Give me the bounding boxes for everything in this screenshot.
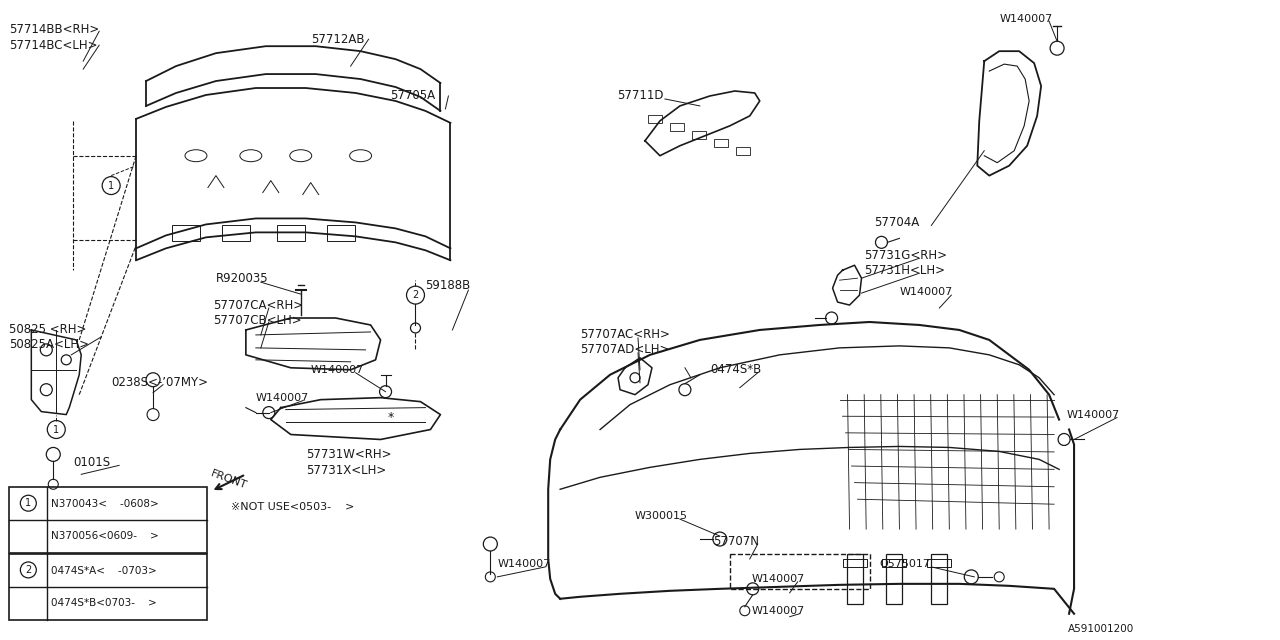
Text: ※NOT USE<0503-    >: ※NOT USE<0503- > — [230, 502, 355, 512]
Text: 57731H<LH>: 57731H<LH> — [864, 264, 946, 276]
Text: W140007: W140007 — [751, 574, 805, 584]
Text: 0101S: 0101S — [73, 456, 110, 469]
Text: 57707AD<LH>: 57707AD<LH> — [580, 344, 669, 356]
Text: 57705A: 57705A — [390, 90, 435, 102]
Text: 57704A: 57704A — [874, 216, 920, 229]
Bar — [221, 225, 250, 241]
Bar — [9, 487, 207, 553]
Text: 57731G<RH>: 57731G<RH> — [864, 249, 947, 262]
Bar — [928, 559, 951, 567]
Text: 1: 1 — [54, 424, 59, 435]
Text: 57707CB<LH>: 57707CB<LH> — [212, 314, 302, 326]
Bar — [276, 225, 305, 241]
Text: 2: 2 — [26, 565, 32, 575]
Bar — [846, 554, 863, 604]
Text: 2: 2 — [412, 290, 419, 300]
Bar — [172, 225, 200, 241]
Bar — [714, 139, 728, 147]
Bar — [326, 225, 355, 241]
Text: 50825A<LH>: 50825A<LH> — [9, 339, 90, 351]
Text: 59188B: 59188B — [425, 278, 471, 292]
Text: 57707AC<RH>: 57707AC<RH> — [580, 328, 669, 341]
Bar — [669, 123, 684, 131]
Text: A591001200: A591001200 — [1068, 623, 1134, 634]
Text: 57714BC<LH>: 57714BC<LH> — [9, 38, 97, 52]
Text: 57731X<LH>: 57731X<LH> — [306, 464, 387, 477]
Bar — [9, 554, 207, 620]
Text: 0474S*A<    -0703>: 0474S*A< -0703> — [51, 566, 157, 576]
Text: W140007: W140007 — [1000, 14, 1052, 24]
Text: Q575017: Q575017 — [879, 559, 931, 569]
Bar — [882, 559, 906, 567]
Bar — [932, 554, 947, 604]
Bar — [842, 559, 867, 567]
Text: 1: 1 — [108, 180, 114, 191]
Text: N370056<0609-    >: N370056<0609- > — [51, 531, 159, 541]
Text: 1: 1 — [26, 498, 32, 508]
Text: 57707CA<RH>: 57707CA<RH> — [212, 299, 303, 312]
Bar — [887, 554, 902, 604]
Bar — [692, 131, 705, 139]
Text: 57712AB: 57712AB — [311, 33, 365, 45]
Text: 0474S*B: 0474S*B — [710, 364, 762, 376]
Text: W140007: W140007 — [900, 287, 952, 297]
Text: W140007: W140007 — [498, 559, 550, 569]
Text: FRONT: FRONT — [210, 468, 248, 490]
Text: W140007: W140007 — [256, 393, 308, 403]
Text: 57711D: 57711D — [617, 90, 663, 102]
Text: W300015: W300015 — [635, 511, 689, 521]
Text: 57714BB<RH>: 57714BB<RH> — [9, 23, 100, 36]
Text: 57731W<RH>: 57731W<RH> — [306, 448, 392, 461]
Text: N370043<    -0608>: N370043< -0608> — [51, 499, 159, 509]
Text: W140007: W140007 — [751, 605, 805, 616]
Text: 57707N: 57707N — [713, 534, 759, 548]
Bar — [736, 147, 750, 155]
Text: W140007: W140007 — [1068, 410, 1120, 420]
Text: *: * — [388, 411, 394, 424]
Text: 50825 <RH>: 50825 <RH> — [9, 323, 87, 337]
Text: R920035: R920035 — [216, 272, 269, 285]
Bar — [648, 115, 662, 123]
Text: 0238S<-’07MY>: 0238S<-’07MY> — [111, 376, 209, 389]
Text: W140007: W140007 — [311, 365, 364, 375]
Text: 0474S*B<0703-    >: 0474S*B<0703- > — [51, 598, 157, 608]
